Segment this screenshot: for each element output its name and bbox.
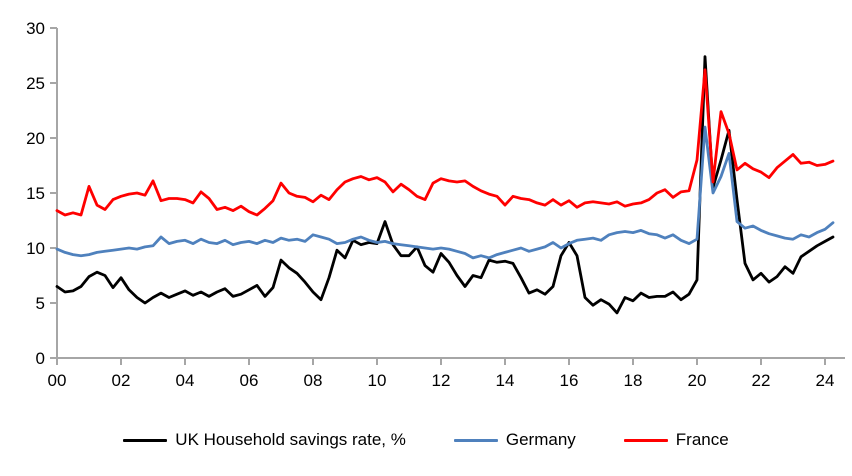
uk-legend-label: UK Household savings rate, %	[175, 430, 406, 449]
x-tick-label: 24	[816, 371, 835, 390]
x-tick-label: 10	[368, 371, 387, 390]
y-tick-label: 10	[26, 239, 45, 258]
y-tick-label: 30	[26, 19, 45, 38]
series-line-2	[55, 68, 835, 217]
legend-item-france: France	[623, 430, 729, 450]
x-tick-label: 18	[624, 371, 643, 390]
x-tick-label: 20	[688, 371, 707, 390]
y-tick-label: 0	[36, 349, 45, 368]
x-tick-label: 02	[112, 371, 131, 390]
uk-line-swatch	[123, 438, 168, 442]
x-tick-label: 16	[560, 371, 579, 390]
x-tick-label: 22	[752, 371, 771, 390]
x-tick-label: 00	[48, 371, 67, 390]
y-tick-label: 20	[26, 129, 45, 148]
legend-item-uk: UK Household savings rate, %	[123, 430, 406, 450]
x-tick-label: 04	[176, 371, 195, 390]
legend-item-germany: Germany	[453, 430, 576, 450]
x-tick-label: 06	[240, 371, 259, 390]
y-tick-label: 25	[26, 74, 45, 93]
x-tick-label: 12	[432, 371, 451, 390]
x-tick-label: 14	[496, 371, 515, 390]
germany-line-swatch	[453, 438, 498, 442]
germany-legend-label: Germany	[505, 430, 576, 449]
x-tick-label: 08	[304, 371, 323, 390]
france-line-swatch	[623, 438, 668, 442]
series-line-1	[55, 125, 835, 260]
chart-canvas: 0 5 10 15 20 25 30 00 02 04 06 08 10 12 14 16 18 20 22 24	[26, 19, 845, 390]
chart-legend: UK Household savings rate, % Germany Fra…	[0, 430, 852, 450]
y-tick-label: 15	[26, 184, 45, 203]
france-legend-label: France	[675, 430, 729, 449]
y-tick-label: 5	[36, 294, 45, 313]
